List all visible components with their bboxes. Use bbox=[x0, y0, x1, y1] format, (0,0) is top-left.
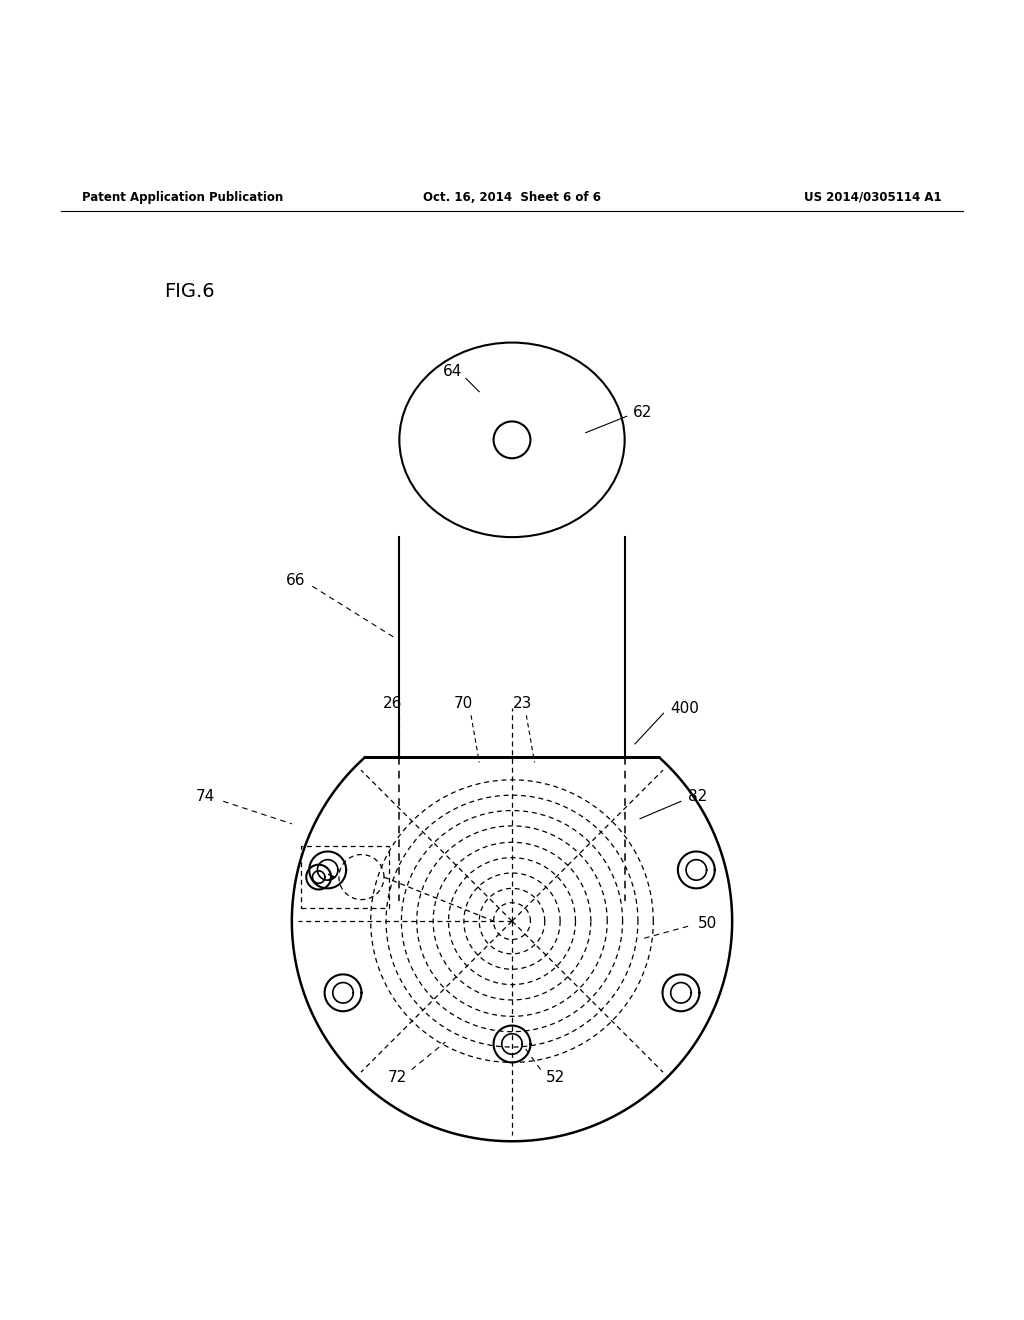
Text: 70: 70 bbox=[455, 696, 473, 710]
Text: 66: 66 bbox=[286, 573, 305, 587]
Text: 52: 52 bbox=[546, 1071, 564, 1085]
Text: 50: 50 bbox=[698, 916, 718, 931]
Text: 23: 23 bbox=[513, 696, 531, 710]
Text: 72: 72 bbox=[388, 1071, 407, 1085]
Text: 62: 62 bbox=[633, 405, 652, 420]
Text: 82: 82 bbox=[688, 788, 708, 804]
Bar bbox=[301, 846, 389, 908]
Text: 26: 26 bbox=[383, 696, 401, 710]
Text: Oct. 16, 2014  Sheet 6 of 6: Oct. 16, 2014 Sheet 6 of 6 bbox=[423, 190, 601, 203]
Text: 400: 400 bbox=[671, 701, 699, 715]
Text: FIG.6: FIG.6 bbox=[164, 282, 214, 301]
Text: 64: 64 bbox=[443, 364, 462, 379]
Text: US 2014/0305114 A1: US 2014/0305114 A1 bbox=[805, 190, 942, 203]
Text: 74: 74 bbox=[196, 788, 215, 804]
Text: Patent Application Publication: Patent Application Publication bbox=[82, 190, 284, 203]
